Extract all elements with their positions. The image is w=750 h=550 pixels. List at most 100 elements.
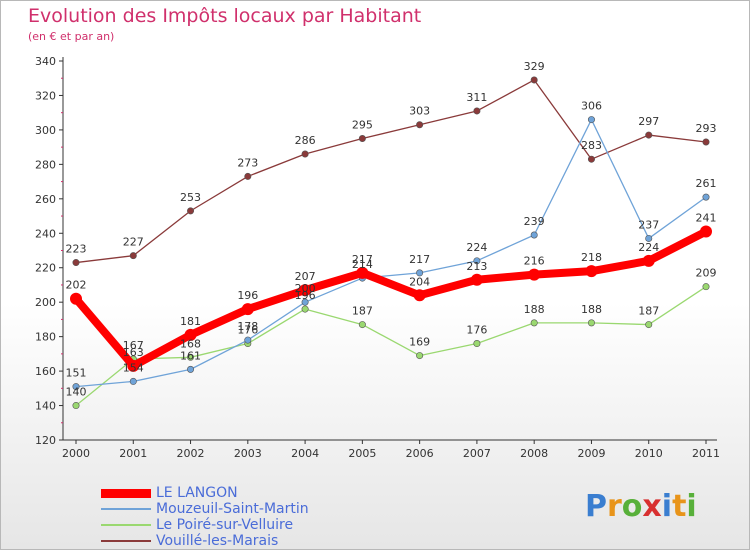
y-tick-label: 160 bbox=[35, 365, 56, 378]
data-label: 188 bbox=[581, 303, 602, 316]
data-point bbox=[528, 268, 541, 281]
data-point bbox=[129, 377, 137, 385]
data-point bbox=[241, 303, 254, 316]
data-point bbox=[301, 298, 309, 306]
data-label: 176 bbox=[466, 324, 487, 337]
data-label: 204 bbox=[409, 275, 430, 288]
y-tick-label: 260 bbox=[35, 193, 56, 206]
y-tick-label: 120 bbox=[35, 434, 56, 447]
legend-swatch bbox=[101, 524, 151, 526]
data-label: 169 bbox=[409, 336, 430, 349]
series-line-mouzeuil-saint-martin bbox=[75, 118, 707, 388]
data-label: 151 bbox=[66, 367, 87, 380]
x-tick-label: 2004 bbox=[291, 447, 319, 460]
data-label: 218 bbox=[581, 251, 602, 264]
data-label: 227 bbox=[123, 236, 144, 249]
data-point bbox=[244, 336, 252, 344]
data-label: 196 bbox=[295, 289, 316, 302]
data-point bbox=[72, 259, 80, 267]
series-line-le-poir-sur-velluire bbox=[75, 286, 707, 407]
data-label: 261 bbox=[696, 177, 717, 190]
legend-label: Le Poiré-sur-Velluire bbox=[156, 517, 294, 533]
data-label: 253 bbox=[180, 191, 201, 204]
logo-letter: o bbox=[621, 489, 643, 524]
data-label: 214 bbox=[352, 258, 373, 271]
data-label: 188 bbox=[524, 303, 545, 316]
logo-letter: t bbox=[672, 489, 687, 524]
data-point bbox=[416, 121, 424, 129]
data-label: 217 bbox=[352, 253, 373, 266]
logo-letter: P bbox=[585, 489, 607, 524]
x-tick-label: 2009 bbox=[577, 447, 605, 460]
data-point bbox=[299, 284, 312, 297]
data-point bbox=[413, 289, 426, 302]
y-tick-label: 140 bbox=[35, 400, 56, 413]
data-point bbox=[301, 305, 309, 313]
data-point bbox=[187, 365, 195, 373]
y-tick-label: 220 bbox=[35, 262, 56, 275]
data-label: 176 bbox=[237, 324, 258, 337]
y-tick-label: 280 bbox=[35, 158, 56, 171]
logo-letter: i bbox=[661, 489, 673, 524]
data-point bbox=[244, 172, 252, 180]
data-label: 216 bbox=[524, 255, 545, 268]
x-tick-label: 2005 bbox=[348, 447, 376, 460]
data-label: 224 bbox=[466, 241, 487, 254]
data-point bbox=[700, 225, 712, 238]
data-point bbox=[585, 265, 598, 278]
data-label: 241 bbox=[696, 212, 717, 225]
x-tick-label: 2010 bbox=[635, 447, 663, 460]
x-tick-label: 2003 bbox=[234, 447, 262, 460]
legend-swatch bbox=[101, 508, 151, 510]
chart-subtitle: (en € et par an) bbox=[28, 30, 115, 43]
legend-label: LE LANGON bbox=[156, 485, 238, 501]
data-label: 297 bbox=[638, 115, 659, 128]
y-tick-label: 180 bbox=[35, 331, 56, 344]
data-label: 187 bbox=[638, 305, 659, 318]
data-point bbox=[530, 231, 538, 239]
x-tick-label: 2008 bbox=[520, 447, 548, 460]
data-point bbox=[587, 155, 595, 163]
legend-swatch bbox=[101, 488, 151, 498]
data-label: 295 bbox=[352, 119, 373, 132]
data-point bbox=[72, 402, 80, 410]
data-label: 311 bbox=[466, 91, 487, 104]
data-label: 200 bbox=[295, 282, 316, 295]
x-tick-label: 2006 bbox=[406, 447, 434, 460]
data-label: 161 bbox=[180, 349, 201, 362]
x-tick-label: 2001 bbox=[119, 447, 147, 460]
data-label: 306 bbox=[581, 100, 602, 113]
y-tick-label: 320 bbox=[35, 89, 56, 102]
data-point bbox=[645, 131, 653, 139]
data-label: 217 bbox=[409, 253, 430, 266]
data-point bbox=[587, 319, 595, 327]
data-point bbox=[187, 353, 195, 361]
data-point bbox=[645, 321, 653, 329]
data-label: 213 bbox=[466, 260, 487, 273]
data-label: 196 bbox=[237, 289, 258, 302]
y-tick-label: 340 bbox=[35, 55, 56, 68]
data-point bbox=[473, 340, 481, 348]
x-tick-label: 2002 bbox=[177, 447, 205, 460]
data-label: 273 bbox=[237, 156, 258, 169]
y-tick-label: 200 bbox=[35, 296, 56, 309]
data-point bbox=[702, 138, 710, 146]
data-point bbox=[416, 352, 424, 360]
data-point bbox=[587, 116, 595, 124]
data-point bbox=[187, 207, 195, 215]
legend-label: Vouillé-les-Marais bbox=[156, 533, 279, 549]
data-label: 181 bbox=[180, 315, 201, 328]
data-label: 187 bbox=[352, 305, 373, 318]
series-line-vouill-les-marais bbox=[75, 79, 707, 264]
data-label: 167 bbox=[123, 339, 144, 352]
data-point bbox=[473, 107, 481, 115]
data-point bbox=[129, 252, 137, 260]
series-line-le-langon bbox=[72, 227, 710, 370]
data-point bbox=[358, 321, 366, 329]
data-label: 286 bbox=[295, 134, 316, 147]
data-label: 178 bbox=[237, 320, 258, 333]
data-label: 168 bbox=[180, 337, 201, 350]
data-label: 283 bbox=[581, 139, 602, 152]
data-label: 202 bbox=[66, 279, 87, 292]
